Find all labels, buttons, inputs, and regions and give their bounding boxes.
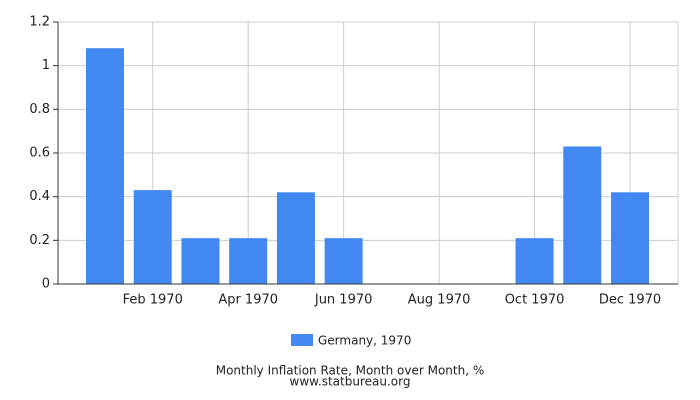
- bar: [563, 146, 602, 284]
- x-tick-label: Jun 1970: [314, 293, 373, 308]
- y-tick-label: 1.2: [29, 15, 50, 30]
- y-tick-label: 0.6: [29, 146, 50, 161]
- chart-title: Monthly Inflation Rate, Month over Month…: [216, 364, 485, 378]
- x-tick-label: Oct 1970: [505, 293, 565, 308]
- bar: [611, 192, 649, 284]
- y-tick-label: 0.2: [29, 233, 50, 248]
- bar: [324, 238, 363, 284]
- bar: [133, 190, 172, 284]
- legend-swatch: [291, 334, 313, 346]
- bar: [181, 238, 220, 284]
- y-tick-label: 0.4: [29, 189, 50, 204]
- x-tick-label: Feb 1970: [123, 293, 183, 308]
- bar: [515, 238, 554, 284]
- bar: [86, 48, 124, 285]
- x-tick-label: Apr 1970: [218, 293, 278, 308]
- bar: [229, 238, 268, 284]
- y-tick-label: 1: [42, 58, 50, 73]
- x-tick-label: Aug 1970: [408, 293, 471, 308]
- bar: [276, 192, 315, 284]
- chart-subtitle: www.statbureau.org: [290, 375, 411, 389]
- y-tick-label: 0.8: [29, 102, 50, 117]
- y-tick-label: 0: [42, 277, 50, 292]
- legend-label: Germany, 1970: [318, 334, 411, 348]
- x-tick-label: Dec 1970: [599, 293, 661, 308]
